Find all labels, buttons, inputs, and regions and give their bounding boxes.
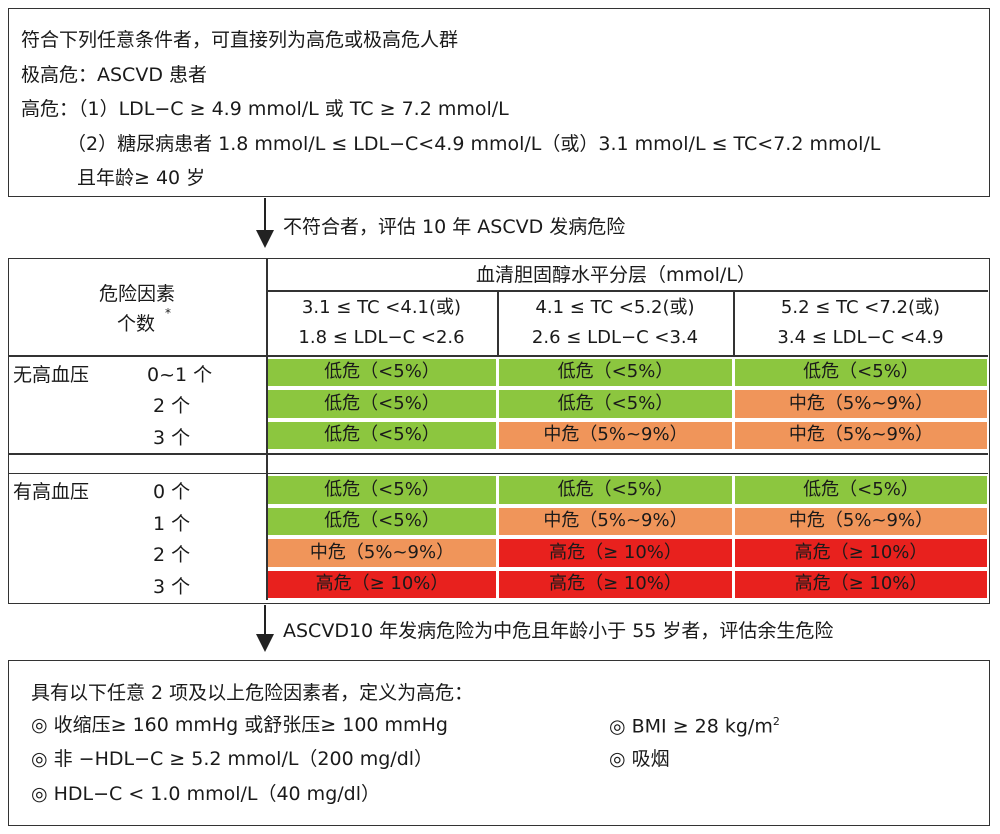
table-divider-group-gap-top	[9, 453, 988, 455]
col-header-tc: 4.1 ≤ TC <5.2(或)	[535, 297, 695, 318]
risk-cell: 高危（≥ 10%）	[268, 570, 496, 598]
risk-cell: 中危（5%~9%）	[499, 421, 732, 449]
risk-cell: 高危（≥ 10%）	[735, 570, 987, 598]
risk-factor-count: 3 个	[153, 426, 191, 449]
lifetime-risk-title: 具有以下任意 2 项及以上危险因素者，定义为高危：	[31, 682, 474, 704]
risk-cell: 中危（5%~9%）	[735, 390, 987, 418]
risk-cell: 低危（<5%）	[268, 390, 496, 418]
risk-cell: 低危（<5%）	[268, 358, 496, 386]
table-divider-factor-col	[266, 259, 268, 355]
risk-factor-count: 3 个	[153, 575, 191, 598]
col-header-ldl: 3.4 ≤ LDL−C <4.9	[777, 327, 944, 348]
risk-cell: 中危（5%~9%）	[268, 539, 496, 567]
risk-cell: 中危（5%~9%）	[735, 507, 987, 535]
arrow-2-label: ASCVD10 年发病危险为中危且年龄小于 55 岁者，评估余生危险	[283, 620, 834, 642]
factor-header-line2: 个数	[117, 313, 156, 335]
high-risk-criteria-box: 符合下列任意条件者，可直接列为高危或极高危人群 极高危：ASCVD 患者 高危：…	[8, 8, 990, 197]
risk-cell: 低危（<5%）	[735, 476, 987, 504]
table-divider-header-bottom	[9, 355, 988, 357]
col-header-tc: 5.2 ≤ TC <7.2(或)	[780, 297, 941, 318]
arrow-down-1-shaft	[264, 198, 266, 232]
risk-cell: 中危（5%~9%）	[499, 507, 732, 535]
risk-factor-non-hdl: ◎ 非 −HDL−C ≥ 5.2 mmol/L（200 mg/dl）	[31, 748, 434, 770]
high-risk-line-3: 且年龄≥ 40 岁	[77, 167, 206, 189]
factor-header-line1: 危险因素	[99, 283, 176, 305]
table-divider-col-2	[497, 290, 499, 355]
risk-cell: 低危（<5%）	[499, 390, 732, 418]
col-header-tc: 3.1 ≤ TC <4.1(或)	[301, 297, 462, 318]
risk-cell: 低危（<5%）	[268, 507, 496, 535]
risk-factor-count: 1 个	[153, 512, 191, 535]
risk-table: 危险因素个数 * 血清胆固醇水平分层（mmol/L） 3.1 ≤ TC <4.1(或)…	[8, 258, 990, 604]
arrow-down-2-head	[256, 634, 274, 652]
risk-factor-bp: ◎ 收缩压≥ 160 mmHg 或舒张压≥ 100 mmHg	[31, 714, 448, 736]
risk-factor-bmi-sup: 2	[772, 715, 780, 728]
table-divider-factor-body	[266, 355, 268, 600]
high-risk-line-2: （2）糖尿病患者 1.8 mmol/L ≤ LDL−C<4.9 mmol/L（或…	[67, 133, 881, 155]
table-divider-group-gap-bottom	[9, 472, 988, 474]
risk-cell: 高危（≥ 10%）	[499, 539, 732, 567]
risk-cell: 高危（≥ 10%）	[735, 539, 987, 567]
risk-cell: 低危（<5%）	[499, 358, 732, 386]
chol-header: 血清胆固醇水平分层（mmol/L）	[476, 264, 756, 286]
risk-cell: 低危（<5%）	[735, 358, 987, 386]
arrow-down-2-shaft	[264, 605, 266, 637]
group-label: 有高血压	[13, 481, 90, 503]
lifetime-risk-box: 具有以下任意 2 项及以上危险因素者，定义为高危： ◎ 收缩压≥ 160 mmH…	[8, 660, 990, 826]
risk-factor-bmi-text: ◎ BMI ≥ 28 kg/m	[609, 715, 773, 738]
col-header-ldl: 1.8 ≤ LDL−C <2.6	[298, 327, 465, 348]
risk-cell: 低危（<5%）	[268, 476, 496, 504]
risk-cell: 高危（≥ 10%）	[499, 570, 732, 598]
risk-factor-bmi: ◎ BMI ≥ 28 kg/m2	[609, 716, 780, 736]
risk-factor-count: 0 个	[153, 481, 191, 503]
risk-factor-count: 0~1 个	[147, 363, 213, 386]
risk-factor-count: 2 个	[153, 395, 191, 417]
risk-cell: 低危（<5%）	[499, 476, 732, 504]
col-header-ldl: 2.6 ≤ LDL−C <3.4	[531, 327, 699, 348]
table-divider-col-3	[733, 290, 735, 355]
very-high-risk-line: 极高危：ASCVD 患者	[21, 64, 207, 86]
factor-header-mark: *	[165, 306, 171, 320]
risk-factor-smoking: ◎ 吸烟	[609, 748, 670, 770]
group-label: 无高血压	[13, 363, 90, 386]
risk-factor-hdl: ◎ HDL−C < 1.0 mmol/L（40 mg/dl）	[31, 783, 380, 805]
table-divider-chol-header	[266, 290, 988, 292]
high-risk-line-1: 高危：（1）LDL−C ≥ 4.9 mmol/L 或 TC ≥ 7.2 mmol…	[21, 98, 509, 120]
risk-factor-count: 2 个	[153, 544, 191, 566]
risk-cell: 低危（<5%）	[268, 421, 496, 449]
criteria-intro: 符合下列任意条件者，可直接列为高危或极高危人群	[21, 29, 459, 51]
risk-cell: 中危（5%~9%）	[735, 421, 987, 449]
arrow-1-label: 不符合者，评估 10 年 ASCVD 发病危险	[283, 216, 626, 238]
arrow-down-1-head	[256, 230, 274, 248]
